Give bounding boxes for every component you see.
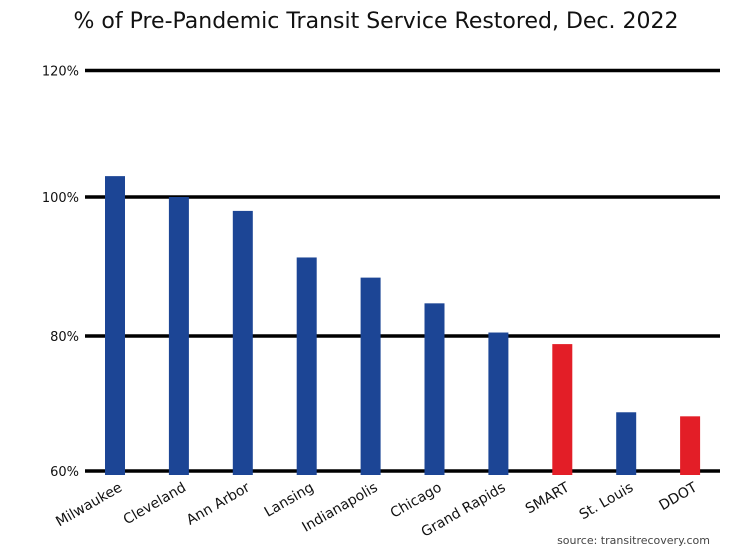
x-tick-label: DDOT [656, 479, 700, 514]
x-tick-label: Milwaukee [53, 480, 125, 531]
bar-ann-arbor [232, 210, 253, 475]
bar-cleveland [168, 197, 189, 475]
source-note: source: transitrecovery.com [557, 534, 710, 547]
y-tick-label: 120% [42, 65, 79, 80]
x-tick-label: Chicago [388, 480, 445, 522]
bar-lansing [296, 257, 317, 475]
x-tick-label: Cleveland [121, 480, 189, 529]
bar-smart [552, 344, 573, 475]
x-tick-label: Ann Arbor [184, 479, 253, 528]
bar-ddot [680, 416, 701, 475]
y-tick-label: 60% [50, 465, 79, 480]
x-tick-label: St. Louis [577, 480, 636, 524]
y-tick-label: 100% [42, 191, 79, 206]
chart-title: % of Pre-Pandemic Transit Service Restor… [74, 9, 679, 34]
x-tick-label: SMART [523, 479, 573, 517]
bar-milwaukee [105, 176, 125, 475]
bar-indianapolis [360, 277, 381, 475]
bar-st-louis [616, 412, 637, 475]
y-tick-label: 80% [50, 330, 79, 345]
bar-chicago [424, 303, 445, 475]
x-tick-label: Lansing [262, 480, 317, 521]
bar-grand-rapids [488, 332, 509, 475]
